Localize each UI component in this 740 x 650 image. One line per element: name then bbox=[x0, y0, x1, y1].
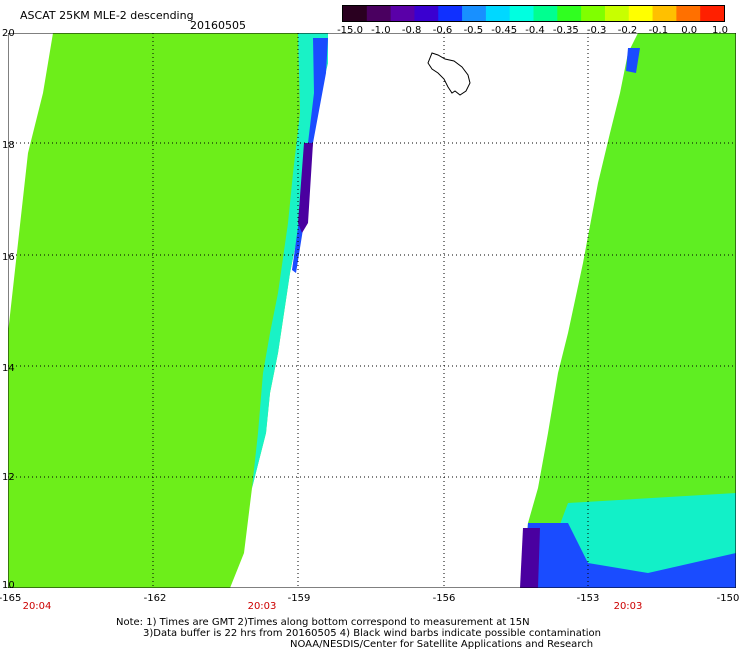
lat-label-14: 14 bbox=[2, 363, 15, 374]
time-label-1: 20:04 bbox=[22, 601, 52, 612]
lon-label-156: -156 bbox=[432, 593, 456, 604]
map-date: 20160505 bbox=[190, 19, 246, 32]
colorbar-tick-label: -0.3 bbox=[586, 25, 607, 36]
colorbar-tick-label: -0.45 bbox=[491, 25, 518, 36]
colorbar-segment bbox=[414, 6, 439, 21]
lon-label-150: -150 bbox=[716, 593, 740, 604]
note-line-3: NOAA/NESDIS/Center for Satellite Applica… bbox=[290, 639, 594, 650]
colorbar-segment bbox=[509, 6, 535, 21]
colorbar bbox=[342, 5, 725, 22]
swath-left-dark bbox=[298, 143, 313, 233]
colorbar-segment bbox=[557, 6, 582, 21]
colorbar-tick-label: -15.0 bbox=[337, 25, 363, 36]
time-label-2: 20:03 bbox=[247, 601, 277, 612]
colorbar-segment bbox=[628, 6, 654, 21]
hawaii-coastline bbox=[427, 52, 471, 96]
lat-label-12: 12 bbox=[2, 472, 15, 483]
lon-label-162: -162 bbox=[143, 593, 167, 604]
swath-right-fringe bbox=[523, 523, 736, 588]
swath-left-edge bbox=[252, 33, 328, 488]
colorbar-segment bbox=[700, 6, 724, 21]
colorbar-tick-label: 1.0 bbox=[712, 25, 728, 36]
lon-label-159: -159 bbox=[287, 593, 311, 604]
colorbar-segment bbox=[652, 6, 677, 21]
colorbar-segment bbox=[676, 6, 701, 21]
colorbar-segment bbox=[485, 6, 511, 21]
wind-map bbox=[8, 33, 736, 588]
colorbar-tick-label: -0.2 bbox=[617, 25, 638, 36]
lat-label-20: 20 bbox=[2, 28, 15, 39]
colorbar-segment bbox=[462, 6, 487, 21]
colorbar-segment bbox=[581, 6, 606, 21]
colorbar-segment bbox=[438, 6, 463, 21]
note-line-1: Note: 1) Times are GMT 2)Times along bot… bbox=[116, 617, 530, 628]
colorbar-tick-label: 0.0 bbox=[681, 25, 698, 36]
colorbar-tick-label: -0.6 bbox=[432, 25, 453, 36]
lat-lon-grid bbox=[8, 33, 736, 588]
lon-label-153: -153 bbox=[576, 593, 600, 604]
colorbar-tick-label: -0.1 bbox=[648, 25, 669, 36]
swath-right-dark bbox=[520, 528, 540, 588]
lat-label-10: 10 bbox=[2, 580, 15, 591]
colorbar-tick-label: -0.8 bbox=[401, 25, 422, 36]
swath-left bbox=[8, 33, 328, 588]
colorbar-segment bbox=[390, 6, 416, 21]
scatterometer-swaths bbox=[8, 33, 736, 588]
colorbar-tick-label: -0.35 bbox=[552, 25, 579, 36]
lon-label-165: -165 bbox=[0, 593, 22, 604]
time-label-3: 20:03 bbox=[613, 601, 643, 612]
lat-label-18: 18 bbox=[2, 140, 15, 151]
map-title: ASCAT 25KM MLE-2 descending bbox=[20, 9, 194, 22]
colorbar-tick-label: -0.4 bbox=[525, 25, 545, 36]
colorbar-segment bbox=[343, 6, 368, 21]
note-line-2: 3)Data buffer is 22 hrs from 20160505 4)… bbox=[143, 628, 601, 639]
colorbar-gradient bbox=[343, 6, 724, 21]
swath-right bbox=[523, 33, 736, 588]
colorbar-tick-label: -1.0 bbox=[371, 25, 391, 36]
lat-label-16: 16 bbox=[2, 252, 15, 263]
colorbar-segment bbox=[366, 6, 392, 21]
colorbar-tick-label: -0.5 bbox=[463, 25, 484, 36]
colorbar-segment bbox=[604, 6, 630, 21]
swath-right-top-fringe bbox=[626, 48, 640, 73]
colorbar-segment bbox=[533, 6, 558, 21]
